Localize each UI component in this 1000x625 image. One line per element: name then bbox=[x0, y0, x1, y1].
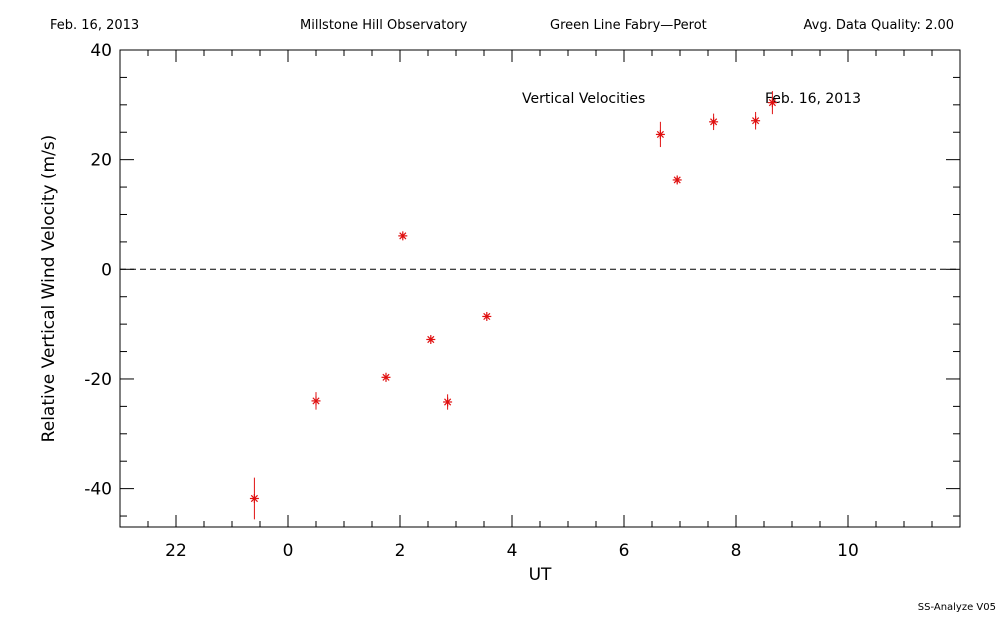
header-date: Feb. 16, 2013 bbox=[50, 18, 140, 33]
y-tick-label: 20 bbox=[90, 151, 112, 171]
x-tick-label: 10 bbox=[837, 541, 859, 561]
annotation-title: Vertical Velocities bbox=[522, 91, 645, 107]
y-axis-label: Relative Vertical Wind Velocity (m/s) bbox=[39, 135, 59, 443]
x-tick-label: 22 bbox=[165, 541, 187, 561]
data-point bbox=[655, 129, 665, 139]
header-quality: Avg. Data Quality: 2.00 bbox=[803, 18, 954, 33]
data-point bbox=[426, 334, 436, 344]
annotation-date: Feb. 16, 2013 bbox=[765, 91, 861, 107]
data-point bbox=[398, 231, 408, 241]
data-point bbox=[311, 396, 321, 406]
data-point bbox=[767, 98, 777, 108]
x-tick-label: 8 bbox=[731, 541, 742, 561]
y-tick-label: 40 bbox=[90, 41, 112, 61]
y-tick-label: 0 bbox=[101, 260, 112, 280]
x-tick-label: 2 bbox=[395, 541, 406, 561]
data-point bbox=[709, 117, 719, 127]
header-observatory: Millstone Hill Observatory bbox=[300, 18, 468, 33]
data-point bbox=[443, 397, 453, 407]
x-tick-label: 6 bbox=[619, 541, 630, 561]
x-tick-label: 4 bbox=[507, 541, 518, 561]
plot-frame bbox=[119, 49, 961, 528]
data-point bbox=[249, 493, 259, 503]
data-point bbox=[751, 116, 761, 126]
header-instrument: Green Line Fabry—Perot bbox=[550, 18, 707, 33]
y-tick-label: -20 bbox=[84, 370, 112, 390]
y-tick-label: -40 bbox=[84, 480, 112, 500]
x-axis-label: UT bbox=[529, 565, 552, 585]
x-tick-label: 0 bbox=[283, 541, 294, 561]
footer-version: SS-Analyze V05 bbox=[917, 602, 996, 613]
data-point bbox=[672, 175, 682, 185]
data-point bbox=[381, 372, 391, 382]
data-point bbox=[482, 311, 492, 321]
